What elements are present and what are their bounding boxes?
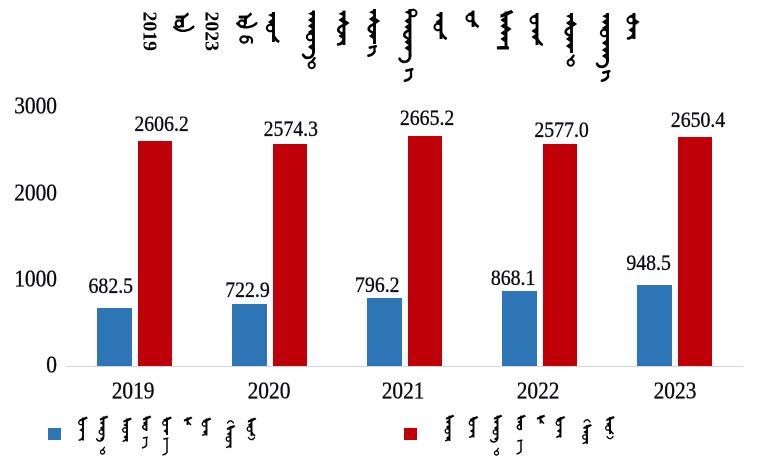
svg-text:2019: 2019 (139, 12, 161, 52)
svg-text:2023: 2023 (201, 12, 223, 52)
